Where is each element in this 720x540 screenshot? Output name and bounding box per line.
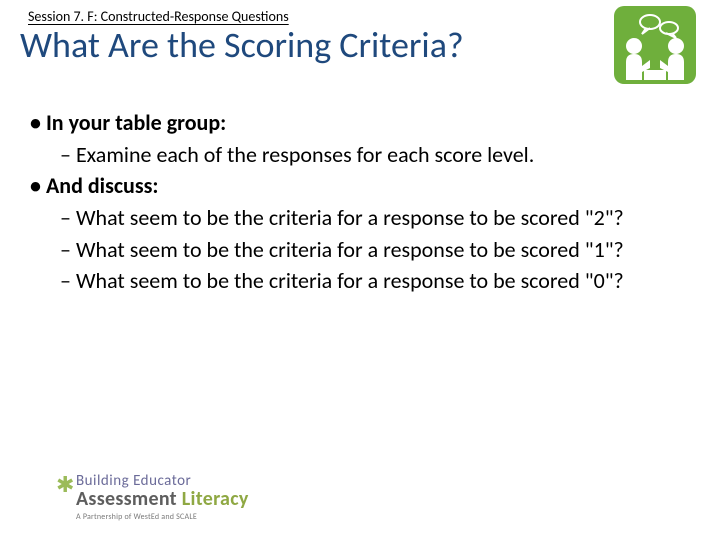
bullet-level2: What seem to be the criteria for a respo… (30, 203, 690, 233)
logo-word-literacy: Literacy (182, 487, 249, 511)
slide-container: Session 7. F: Constructed-Response Quest… (0, 0, 720, 540)
bullet-level2: What seem to be the criteria for a respo… (30, 266, 690, 296)
discussion-icon (614, 6, 696, 84)
bullet-level2: What seem to be the criteria for a respo… (30, 235, 690, 265)
logo-star-icon: ✱ (56, 471, 74, 498)
footer-logo: Building Educator Assessment Literacy A … (76, 472, 316, 522)
logo-word-assessment: Assessment (76, 487, 182, 511)
bullet-level1: And discuss: (30, 171, 690, 201)
logo-line2: Assessment Literacy (76, 487, 316, 511)
content-area: In your table group: Examine each of the… (30, 108, 690, 298)
bullet-level2: Examine each of the responses for each s… (30, 140, 690, 170)
slide-title: What Are the Scoring Criteria? (20, 26, 464, 66)
logo-tagline: A Partnership of WestEd and SCALE (76, 512, 316, 522)
bullet-level1: In your table group: (30, 108, 690, 138)
